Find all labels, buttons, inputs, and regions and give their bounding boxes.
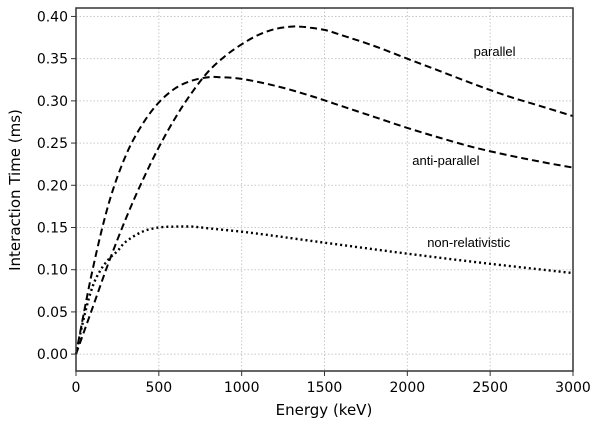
annotation-label: non-relativistic: [427, 235, 511, 250]
x-tick-label: 1000: [224, 380, 260, 396]
y-tick-label: 0.25: [37, 136, 68, 152]
y-tick-label: 0.10: [37, 263, 68, 279]
x-tick-label: 1500: [307, 380, 343, 396]
y-axis-ticks: 0.00 0.05 0.10 0.15 0.20 0.25 0.30 0.35 0.40: [37, 9, 76, 363]
annotations: parallel anti-parallel non-relativistic: [412, 44, 515, 250]
x-tick-label: 500: [145, 380, 172, 396]
x-tick-label: 3000: [555, 380, 591, 396]
annotation-label: parallel: [474, 44, 516, 59]
y-tick-label: 0.30: [37, 94, 68, 110]
x-axis-label: Energy (keV): [276, 401, 373, 419]
series-line-parallel: [75, 25, 574, 355]
x-tick-label: 0: [72, 380, 81, 396]
y-tick-label: 0.00: [37, 347, 68, 363]
y-tick-label: 0.05: [37, 305, 68, 321]
y-tick-label: 0.35: [37, 52, 68, 68]
series-line-anti-parallel: [75, 75, 574, 355]
grid: [75, 8, 574, 371]
y-tick-label: 0.15: [37, 220, 68, 236]
y-tick-label: 0.20: [37, 178, 68, 194]
y-tick-label: 0.40: [37, 9, 68, 25]
x-tick-label: 2000: [390, 380, 426, 396]
y-axis-label: Interaction Time (ms): [6, 109, 24, 271]
annotation-label: anti-parallel: [412, 153, 479, 168]
x-tick-label: 2500: [472, 380, 508, 396]
x-axis-ticks: 0 500 1000 1500 2000 2500 3000: [72, 371, 591, 396]
series-group: [74, 25, 574, 355]
